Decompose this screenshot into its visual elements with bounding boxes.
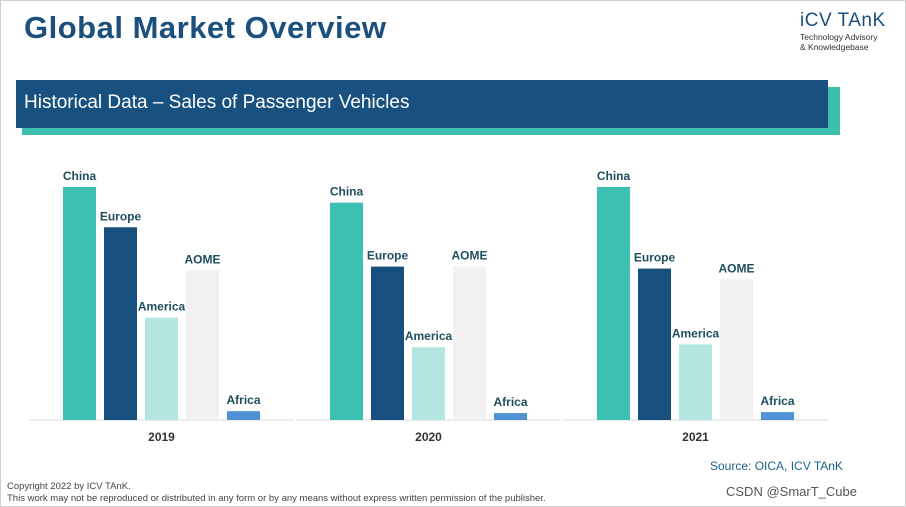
watermark: CSDN @SmarT_Cube	[726, 484, 857, 499]
bar-2021-china	[597, 186, 630, 420]
bar-2019-africa	[227, 411, 260, 420]
copyright-line-1: Copyright 2022 by ICV TAnK.	[7, 481, 131, 492]
bar-2021-aome	[720, 279, 753, 420]
logo-tagline-2: & Knowledgebase	[800, 42, 869, 52]
source-note: Source: OICA, ICV TAnK	[710, 459, 843, 473]
copyright-line-2: This work may not be reproduced or distr…	[7, 493, 546, 504]
bar-label: Africa	[760, 394, 794, 408]
bar-2021-africa	[761, 412, 794, 420]
bar-2020-europe	[371, 266, 404, 420]
group-label: 2020	[415, 430, 442, 444]
bar-label: China	[597, 169, 631, 183]
bar-2021-europe	[638, 268, 671, 420]
bar-2021-america	[679, 344, 712, 420]
bar-2020-africa	[494, 413, 527, 420]
bar-label: AOME	[185, 253, 221, 267]
banner-title: Historical Data – Sales of Passenger Veh…	[24, 92, 410, 113]
bar-label: Africa	[226, 393, 260, 407]
bar-label: China	[330, 185, 364, 199]
bar-2020-america	[412, 347, 445, 420]
bar-2019-aome	[186, 270, 219, 420]
logo-name: iCV TAnK	[800, 10, 886, 31]
section-banner: Historical Data – Sales of Passenger Veh…	[16, 80, 828, 128]
bar-label: America	[138, 300, 186, 314]
bar-label: Europe	[634, 251, 676, 265]
logo: iCV TAnK Technology Advisory & Knowledge…	[800, 10, 900, 52]
bar-label: America	[672, 326, 720, 340]
bar-label: AOME	[452, 249, 488, 263]
bar-2019-china	[63, 186, 96, 420]
group-label: 2021	[682, 430, 709, 444]
group-label: 2019	[148, 430, 175, 444]
bar-label: AOME	[719, 261, 755, 275]
bar-label: Europe	[100, 209, 142, 223]
logo-tagline-1: Technology Advisory	[800, 32, 878, 42]
bar-label: America	[405, 329, 453, 343]
bar-2019-america	[145, 317, 178, 420]
copyright: Copyright 2022 by ICV TAnK. This work ma…	[7, 481, 546, 505]
bar-label: Europe	[367, 249, 409, 263]
bar-2020-china	[330, 202, 363, 420]
bar-label: Africa	[493, 395, 527, 409]
page-title: Global Market Overview	[24, 10, 387, 45]
bar-2019-europe	[104, 227, 137, 420]
bar-2020-aome	[453, 266, 486, 420]
bar-label: China	[63, 169, 97, 183]
